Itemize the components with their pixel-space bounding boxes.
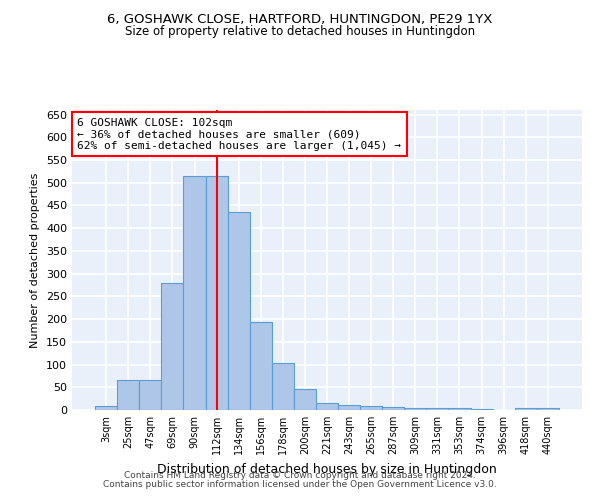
Bar <box>360 406 382 410</box>
Bar <box>206 176 227 410</box>
Bar <box>470 408 493 410</box>
Bar <box>161 282 184 410</box>
Bar <box>404 408 427 410</box>
Text: 6 GOSHAWK CLOSE: 102sqm
← 36% of detached houses are smaller (609)
62% of semi-d: 6 GOSHAWK CLOSE: 102sqm ← 36% of detache… <box>77 118 401 150</box>
Text: Contains public sector information licensed under the Open Government Licence v3: Contains public sector information licen… <box>103 480 497 489</box>
Bar <box>294 388 316 410</box>
Bar <box>184 176 206 410</box>
Bar <box>515 408 537 410</box>
Text: Size of property relative to detached houses in Huntingdon: Size of property relative to detached ho… <box>125 25 475 38</box>
Bar <box>448 408 470 410</box>
Text: Contains HM Land Registry data © Crown copyright and database right 2024.: Contains HM Land Registry data © Crown c… <box>124 471 476 480</box>
Bar <box>316 402 338 410</box>
Bar <box>382 407 404 410</box>
Bar <box>117 380 139 410</box>
Bar <box>95 406 117 410</box>
Bar <box>139 380 161 410</box>
Bar <box>227 212 250 410</box>
Bar <box>338 404 360 410</box>
Y-axis label: Number of detached properties: Number of detached properties <box>31 172 40 348</box>
Bar <box>250 322 272 410</box>
Text: 6, GOSHAWK CLOSE, HARTFORD, HUNTINGDON, PE29 1YX: 6, GOSHAWK CLOSE, HARTFORD, HUNTINGDON, … <box>107 12 493 26</box>
Bar <box>537 408 559 410</box>
Bar <box>427 408 448 410</box>
X-axis label: Distribution of detached houses by size in Huntingdon: Distribution of detached houses by size … <box>157 462 497 475</box>
Bar <box>272 363 294 410</box>
